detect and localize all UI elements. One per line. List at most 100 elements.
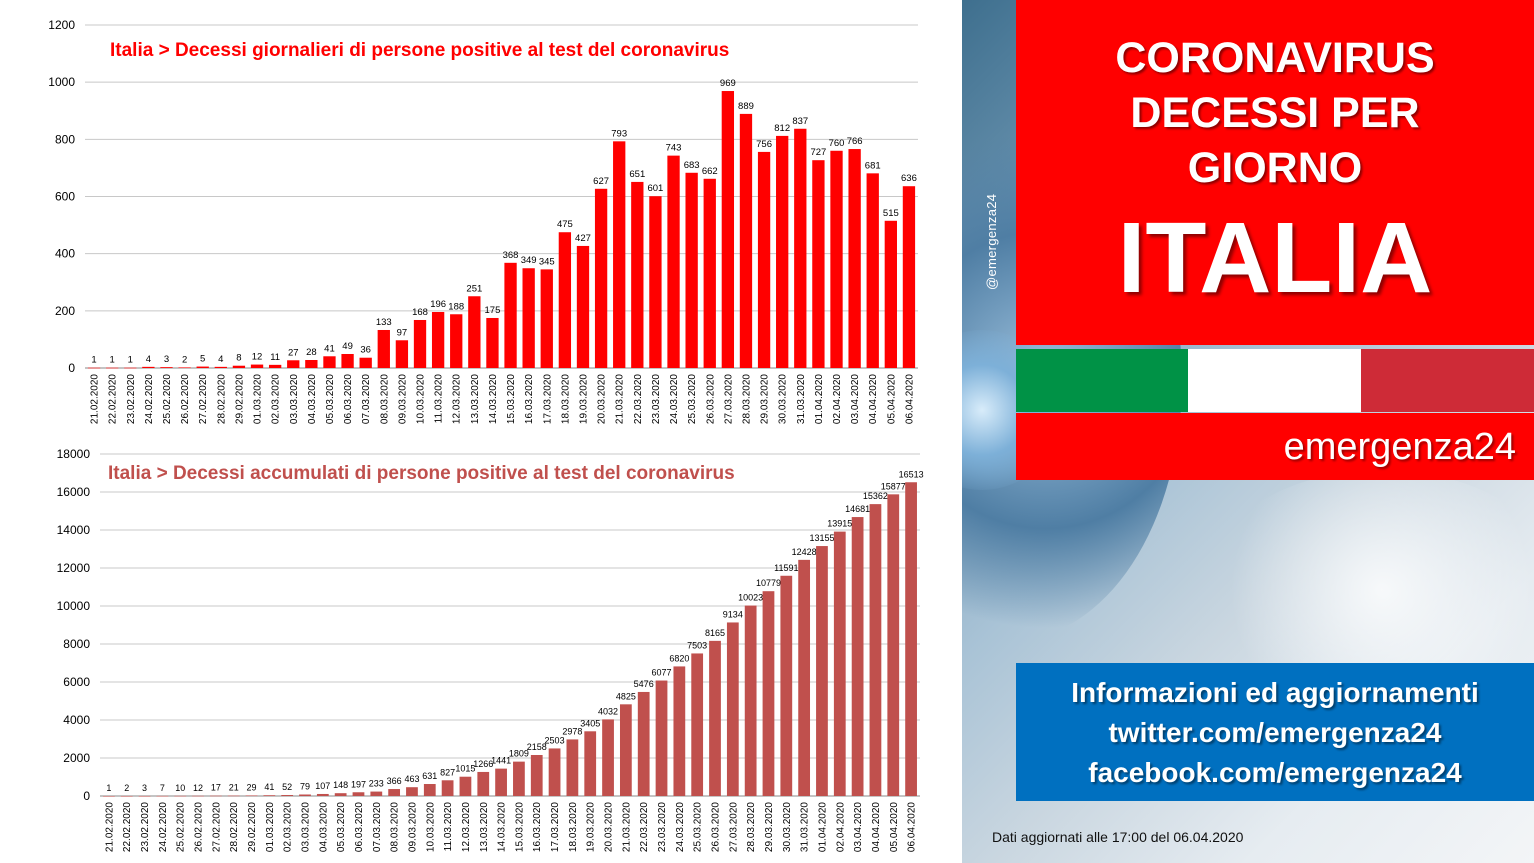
data-label: 6077 [652,668,672,678]
y-tick-label: 8000 [63,637,90,651]
flag-white-band [1188,349,1361,412]
data-label: 3405 [580,718,600,728]
bar [124,367,137,369]
y-tick-label: 12000 [57,561,91,575]
data-label: 52 [282,782,292,792]
x-tick-label: 04.04.2020 [871,802,882,852]
bar [245,795,258,797]
x-tick-label: 28.02.2020 [216,374,227,424]
x-tick-label: 20.03.2020 [597,374,608,424]
data-label: 793 [611,128,627,139]
x-tick-label: 27.02.2020 [211,802,222,852]
x-tick-label: 30.03.2020 [782,802,793,852]
bar [138,795,151,797]
x-tick-label: 26.03.2020 [705,374,716,424]
x-tick-label: 17.03.2020 [550,802,561,852]
bar [513,761,525,796]
flag-red-band [1361,349,1534,412]
bar [268,364,282,368]
x-tick-label: 02.03.2020 [283,802,294,852]
bar [486,317,499,368]
title-line-3: GIORNO [1187,144,1363,192]
data-label: 79 [300,781,310,791]
x-tick-label: 02.03.2020 [271,374,282,424]
y-tick-label: 14000 [57,523,91,537]
x-tick-label: 11.03.2020 [443,802,454,852]
data-label: 251 [466,283,482,294]
bar [540,269,553,368]
bar [323,356,336,368]
data-label: 41 [264,782,274,792]
x-tick-label: 30.03.2020 [778,374,789,424]
bar [851,517,864,796]
x-tick-label: 23.02.2020 [126,374,137,424]
data-label: 16513 [899,469,924,479]
data-label: 8165 [705,628,725,638]
data-label: 29 [247,782,257,792]
bar [214,366,227,368]
data-label: 107 [315,781,330,791]
x-tick-label: 24.02.2020 [144,374,155,424]
x-tick-label: 29.03.2020 [760,374,771,424]
data-label: 1 [110,355,115,366]
x-tick-label: 23.03.2020 [651,374,662,424]
x-tick-label: 02.04.2020 [835,802,846,852]
x-tick-label: 06.04.2020 [904,374,915,424]
update-note: Dati aggiornati alle 17:00 del 06.04.202… [992,829,1244,845]
bar [431,311,445,368]
bar [566,739,579,796]
x-tick-label: 09.03.2020 [407,802,418,852]
y-tick-label: 10000 [57,599,91,613]
facebook-link[interactable]: facebook.com/emergenza24 [1088,757,1462,788]
bar [120,795,133,797]
x-tick-label: 21.02.2020 [90,374,101,424]
bar [196,366,209,368]
flag-green-band [1016,349,1188,412]
data-label: 197 [351,779,366,789]
bar [619,704,632,796]
x-tick-label: 07.03.2020 [361,374,372,424]
x-tick-label: 08.03.2020 [390,802,401,852]
x-tick-label: 24.03.2020 [669,374,680,424]
twitter-link[interactable]: twitter.com/emergenza24 [1108,717,1442,748]
bar [423,784,436,796]
x-tick-label: 20.03.2020 [604,802,615,852]
x-tick-label: 14.03.2020 [488,374,499,424]
bar [673,666,686,796]
x-tick-label: 25.02.2020 [162,374,173,424]
bar [352,792,365,796]
data-label: 368 [503,250,519,261]
x-tick-label: 03.03.2020 [289,374,300,424]
y-tick-label: 4000 [63,713,90,727]
bar [413,319,427,368]
x-tick-label: 10.03.2020 [416,374,427,424]
x-tick-label: 05.03.2020 [325,374,336,424]
x-tick-label: 21.02.2020 [104,802,115,852]
data-label: 631 [422,771,437,781]
bar [156,795,169,797]
bar [812,160,825,368]
x-tick-label: 02.04.2020 [832,374,843,424]
data-label: 4 [146,354,151,365]
bar [726,622,739,796]
x-tick-label: 01.04.2020 [817,802,828,852]
data-label: 837 [792,116,808,127]
x-tick-label: 06.03.2020 [354,802,365,852]
x-tick-label: 29.02.2020 [234,374,245,424]
data-label: 1 [106,783,111,793]
x-tick-label: 26.02.2020 [194,802,205,852]
x-tick-label: 16.03.2020 [532,802,543,852]
chart-title: Italia > Decessi accumulati di persone p… [108,463,735,484]
bar [504,262,517,368]
bar [762,591,775,796]
x-tick-label: 01.03.2020 [265,802,276,852]
data-label: 9134 [723,609,743,619]
data-label: 2503 [545,735,565,745]
bar [884,220,897,368]
y-tick-label: 600 [55,190,75,204]
data-label: 28 [306,347,317,358]
bar [263,795,276,796]
y-tick-label: 0 [83,789,90,803]
bar [584,731,597,796]
bar [816,546,828,796]
